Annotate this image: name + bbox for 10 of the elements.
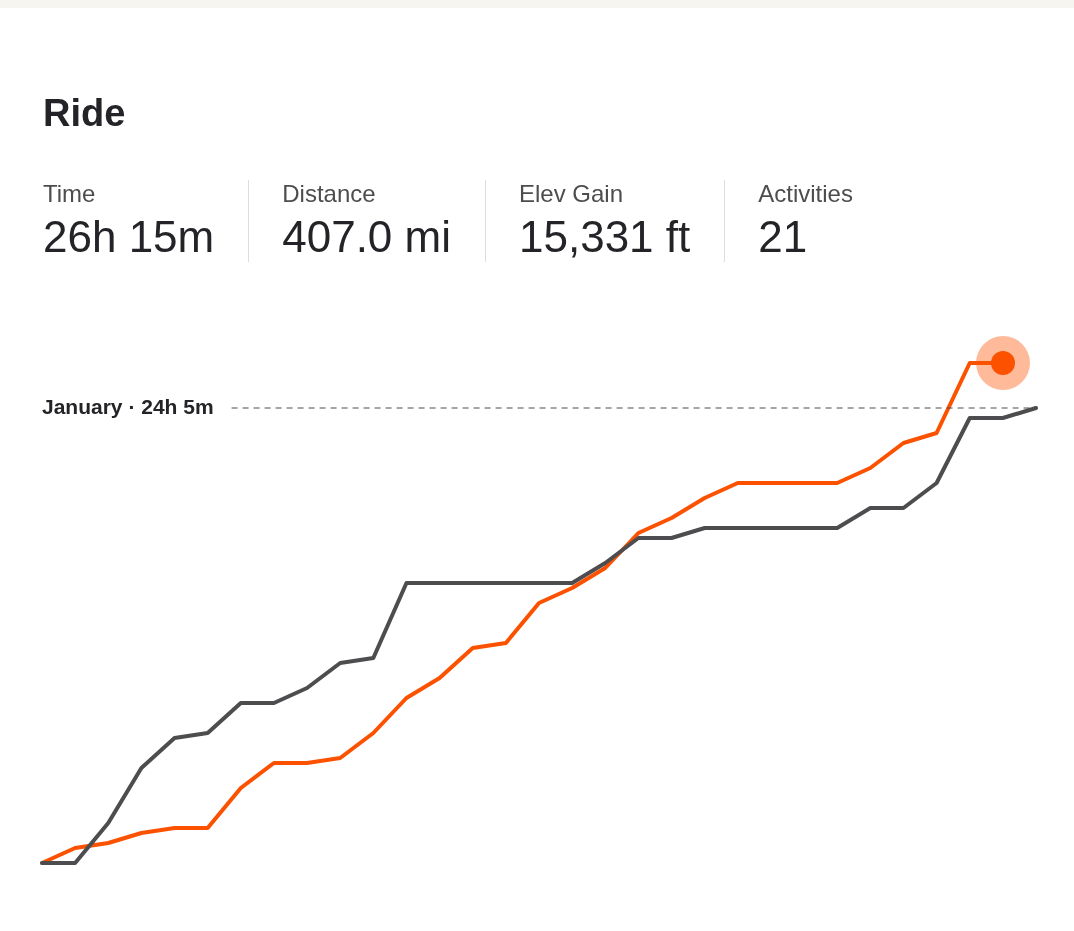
text: 407.0 mi [282,212,451,262]
text: Distance [282,180,377,208]
text: Elev Gain [519,180,625,208]
chart-title: Ride [43,92,126,135]
text: Activities [758,180,853,208]
text: Time [43,180,97,208]
text: 21 [758,212,809,262]
ref-line-label: January · 24h 5m [42,394,214,418]
text: 15,331 ft [519,212,691,262]
text: 26h 15m [43,212,215,262]
